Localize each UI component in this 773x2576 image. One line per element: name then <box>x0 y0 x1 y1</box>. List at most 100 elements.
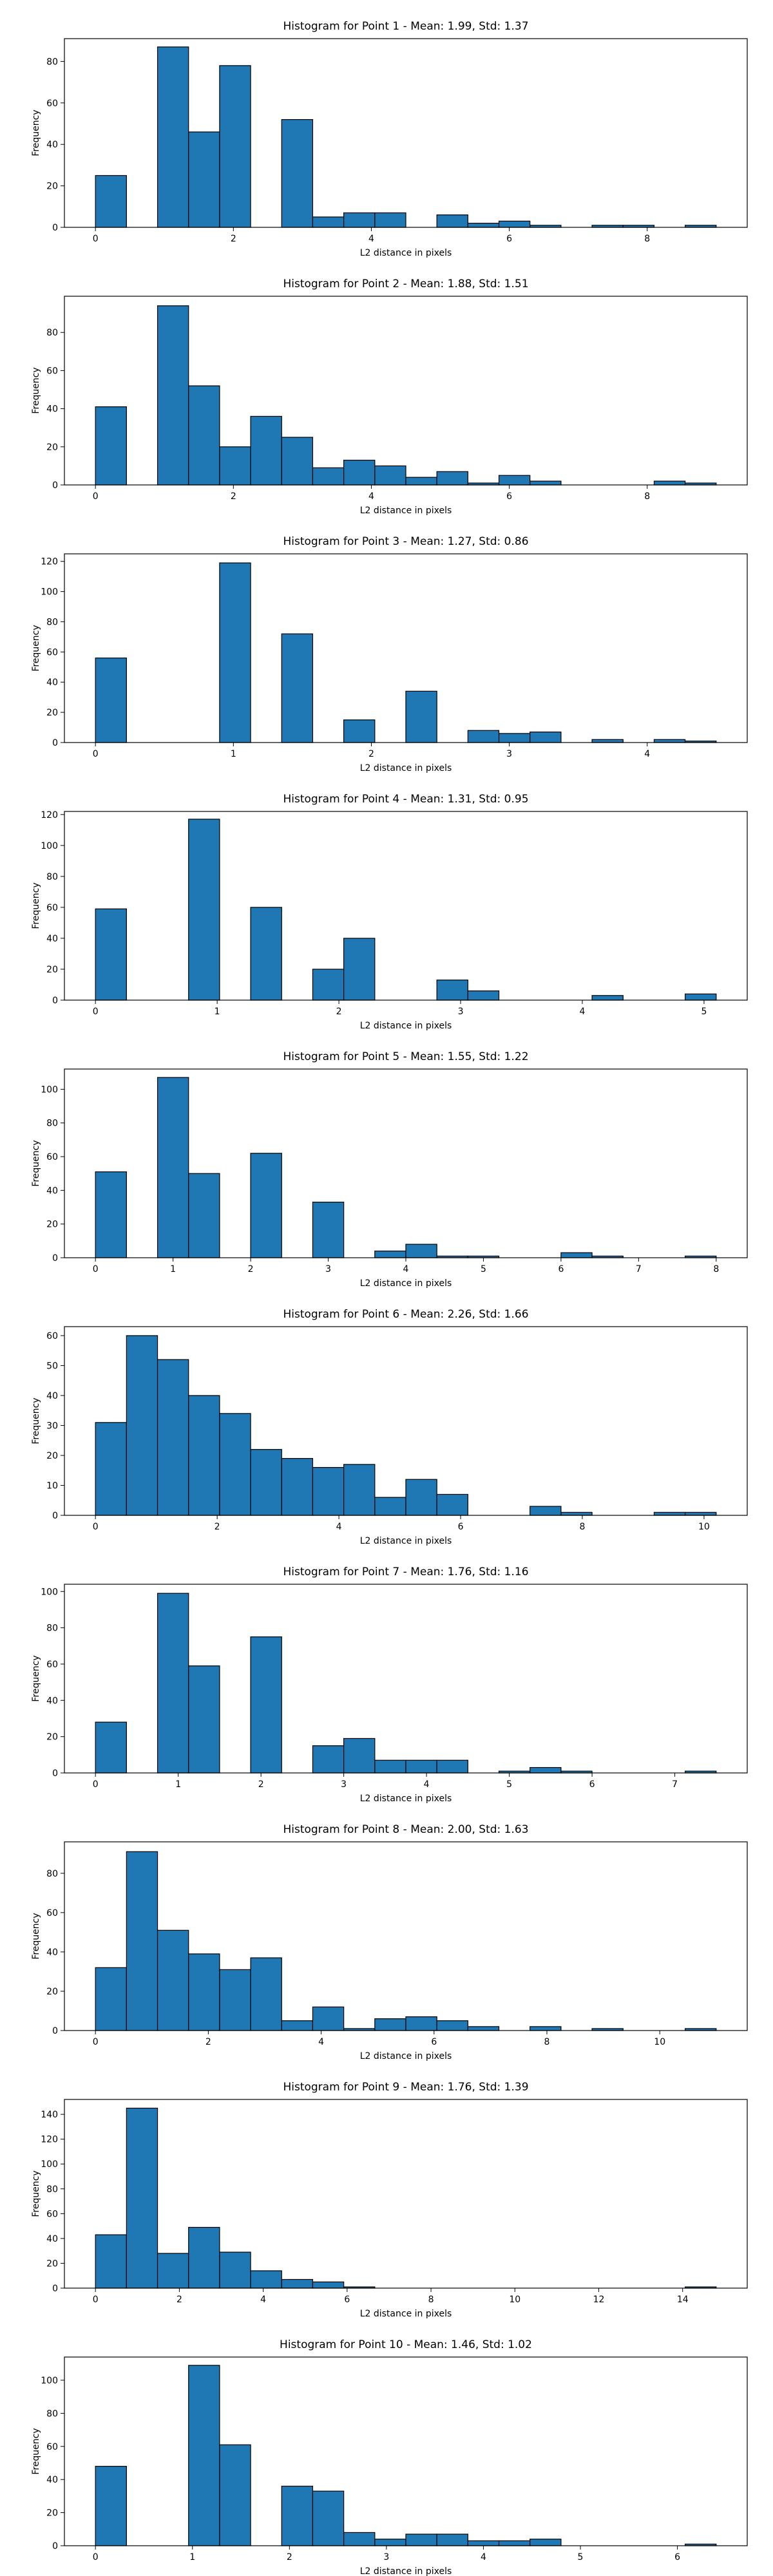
histogram-bars <box>95 819 717 1001</box>
y-tick-label: 40 <box>46 1186 58 1196</box>
histogram-bar <box>436 2020 468 2031</box>
histogram-bar <box>281 118 314 228</box>
x-tick-label: 5 <box>701 1007 707 1017</box>
x-tick-label: 6 <box>506 491 512 502</box>
x-tick-label: 0 <box>93 491 99 502</box>
histogram-bar <box>95 2234 127 2289</box>
histogram-bar <box>95 658 127 743</box>
y-axis-label: Frequency <box>31 109 41 156</box>
x-tick-label: 1 <box>231 749 236 759</box>
histogram-bar <box>653 739 686 743</box>
histogram-bar <box>95 1171 127 1258</box>
x-tick-label: 3 <box>383 2552 389 2562</box>
histogram-bar <box>405 2533 437 2546</box>
x-tick-label: 6 <box>431 2037 437 2047</box>
histogram-bar <box>436 471 468 486</box>
x-tick-label: 4 <box>644 749 650 759</box>
y-axis-label: Frequency <box>31 1655 41 1701</box>
x-tick-label: 3 <box>506 749 512 759</box>
y-axis-label: Frequency <box>31 1140 41 1186</box>
y-tick-label: 60 <box>46 1152 58 1162</box>
x-tick-label: 2 <box>368 749 374 759</box>
y-tick-label: 40 <box>46 934 58 944</box>
histogram-bar <box>405 690 437 743</box>
x-tick-label: 1 <box>189 2552 195 2562</box>
x-tick-label: 0 <box>93 749 99 759</box>
x-tick-label: 4 <box>481 2552 486 2562</box>
histogram-bar <box>219 1413 251 1516</box>
y-tick-label: 80 <box>46 2409 58 2419</box>
chart-title: Histogram for Point 7 - Mean: 1.76, Std:… <box>283 1566 528 1578</box>
histogram-bar <box>530 480 562 486</box>
y-tick-label: 60 <box>46 2209 58 2219</box>
y-tick-label: 20 <box>46 182 58 192</box>
histogram-bar <box>560 1252 593 1258</box>
histogram-bar <box>685 1511 717 1516</box>
plot-frame <box>64 38 748 228</box>
y-tick-label: 60 <box>46 366 58 376</box>
x-tick-label: 0 <box>93 1264 99 1274</box>
chart-title: Histogram for Point 10 - Mean: 1.46, Std… <box>280 2338 532 2351</box>
histogram-bar <box>312 2281 345 2289</box>
y-tick-label: 0 <box>52 2541 58 2552</box>
histogram-bar <box>343 1464 376 1516</box>
histogram-panel-3: Histogram for Point 3 - Mean: 1.27, Std:… <box>31 535 748 773</box>
histogram-bar <box>530 1766 562 1774</box>
histogram-bar <box>250 1636 282 1774</box>
y-tick-label: 60 <box>46 1331 58 1341</box>
x-tick-label: 1 <box>170 1264 176 1274</box>
histogram-bars <box>95 1851 717 2031</box>
x-tick-label: 0 <box>93 2295 99 2305</box>
histogram-bar <box>95 175 127 228</box>
x-tick-label: 0 <box>93 1522 99 1532</box>
x-axis-label: L2 distance in pixels <box>360 1021 452 1031</box>
histogram-bar <box>436 1493 468 1516</box>
histogram-bar <box>685 993 717 1001</box>
histogram-panel-8: Histogram for Point 8 - Mean: 2.00, Std:… <box>31 1823 748 2061</box>
y-tick-label: 120 <box>41 2135 58 2145</box>
y-tick-label: 40 <box>46 140 58 150</box>
histogram-bar <box>126 1851 158 2031</box>
histogram-bar <box>312 2006 345 2031</box>
chart-title: Histogram for Point 9 - Mean: 1.76, Std:… <box>283 2081 528 2094</box>
histogram-bar <box>95 1721 127 1774</box>
x-tick-label: 5 <box>506 1779 512 1790</box>
x-axis-label: L2 distance in pixels <box>360 1536 452 1546</box>
histogram-bar <box>126 1335 158 1516</box>
chart-title: Histogram for Point 2 - Mean: 1.88, Std:… <box>283 278 528 290</box>
histogram-bar <box>219 562 251 743</box>
histogram-panel-10: Histogram for Point 10 - Mean: 1.46, Std… <box>31 2338 748 2576</box>
y-tick-label: 20 <box>46 1451 58 1461</box>
x-axis-label: L2 distance in pixels <box>360 2051 452 2061</box>
histogram-bar <box>219 2444 251 2546</box>
x-tick-label: 6 <box>458 1522 464 1532</box>
histogram-bar <box>467 222 500 228</box>
chart-title: Histogram for Point 3 - Mean: 1.27, Std:… <box>283 535 528 548</box>
y-tick-label: 60 <box>46 2442 58 2452</box>
x-tick-label: 2 <box>248 1264 254 1274</box>
x-tick-label: 2 <box>177 2295 182 2305</box>
histogram-bar <box>374 1250 406 1258</box>
histogram-bar <box>219 446 251 486</box>
x-tick-label: 6 <box>506 234 512 244</box>
histogram-bar <box>405 1244 437 1258</box>
histogram-bars <box>95 562 717 743</box>
histogram-bar <box>343 212 376 228</box>
y-tick-label: 40 <box>46 1696 58 1706</box>
histogram-bar <box>498 2540 531 2546</box>
y-tick-label: 120 <box>41 810 58 820</box>
y-tick-label: 120 <box>41 557 58 567</box>
histogram-bar <box>405 1759 437 1774</box>
histogram-bar <box>281 1458 314 1516</box>
histogram-bar <box>436 1759 468 1774</box>
x-tick-label: 1 <box>215 1007 220 1017</box>
y-tick-label: 0 <box>52 1253 58 1264</box>
x-tick-label: 2 <box>336 1007 342 1017</box>
histogram-bar <box>436 2533 468 2546</box>
histogram-bar <box>281 437 314 486</box>
histogram-bar <box>188 1665 220 1774</box>
histogram-panel-9: Histogram for Point 9 - Mean: 1.76, Std:… <box>31 2081 748 2319</box>
histogram-bar <box>312 1745 345 1774</box>
y-tick-label: 0 <box>52 1768 58 1779</box>
histogram-bar <box>95 406 127 486</box>
